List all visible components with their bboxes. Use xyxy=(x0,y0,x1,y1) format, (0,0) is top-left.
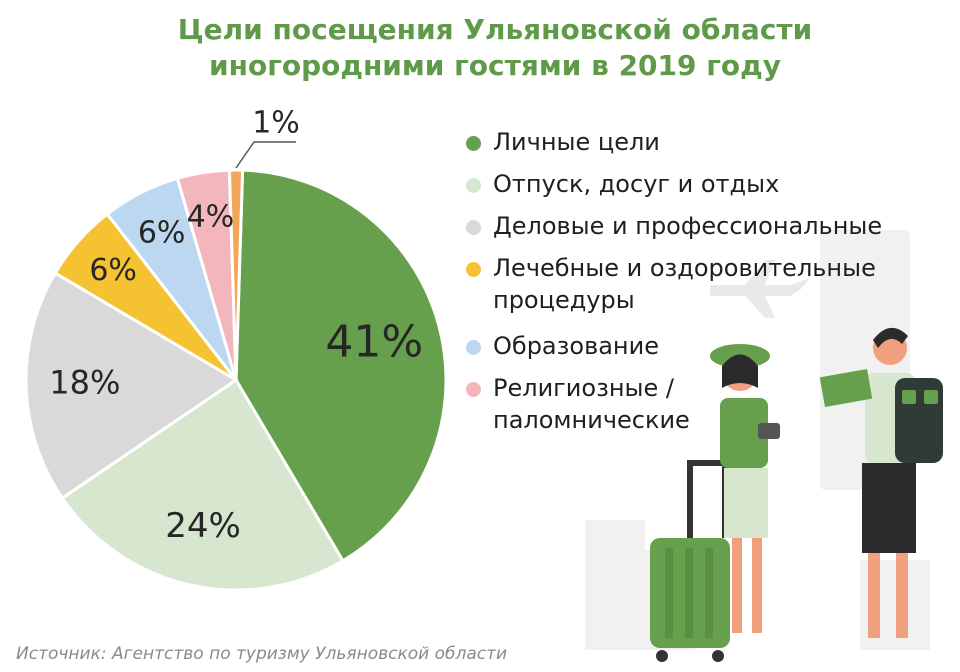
legend: Личные цели Отпуск, досуг и отдых Деловые … xyxy=(466,126,946,446)
legend-item: Отпуск, досуг и отдых xyxy=(466,168,946,200)
slice-label: 24% xyxy=(165,506,241,546)
legend-swatch xyxy=(466,382,481,397)
legend-item: Образование xyxy=(466,330,946,362)
airplane-icon xyxy=(710,260,810,318)
legend-label: Религиозные / паломнические xyxy=(493,374,690,434)
chart-title: Цели посещения Ульяновской области иного… xyxy=(0,12,960,84)
legend-label: Личные цели xyxy=(493,128,660,156)
tourists-illustration xyxy=(650,327,943,662)
legend-swatch xyxy=(466,178,481,193)
legend-swatch xyxy=(466,262,481,277)
legend-item: Личные цели xyxy=(466,126,946,158)
legend-label: Образование xyxy=(493,332,659,360)
legend-label: Отпуск, досуг и отдых xyxy=(493,170,780,198)
legend-swatch xyxy=(466,220,481,235)
slice-label: 41% xyxy=(325,316,423,367)
slice-label: 1% xyxy=(252,106,300,141)
slice-label: 4% xyxy=(187,200,235,235)
legend-label: Лечебные и оздоровительные процедуры xyxy=(493,254,876,314)
legend-item: Лечебные и оздоровительные процедуры xyxy=(466,252,946,316)
pie-slice xyxy=(60,377,345,592)
slice-label: 6% xyxy=(89,253,137,288)
chart-title-line-1: Цели посещения Ульяновской области xyxy=(177,13,813,46)
slice-label: 18% xyxy=(49,364,120,402)
legend-item: Деловые и профессиональные xyxy=(466,210,946,242)
legend-swatch xyxy=(466,136,481,151)
pie-slice xyxy=(24,271,239,501)
slice-label: 6% xyxy=(138,216,186,251)
pie-chart: 41%24%18%6%6% 4%1% xyxy=(24,106,448,592)
callout-line xyxy=(235,141,296,169)
legend-swatch xyxy=(466,340,481,355)
pie-slice xyxy=(227,168,245,381)
chart-title-line-2: иногородними гостями в 2019 году xyxy=(209,49,781,82)
pie-slice xyxy=(234,168,448,563)
legend-item: Религиозные / паломнические xyxy=(466,372,946,436)
legend-label: Деловые и профессиональные xyxy=(493,212,883,240)
source-note: Источник: Агентство по туризму Ульяновск… xyxy=(16,644,508,664)
